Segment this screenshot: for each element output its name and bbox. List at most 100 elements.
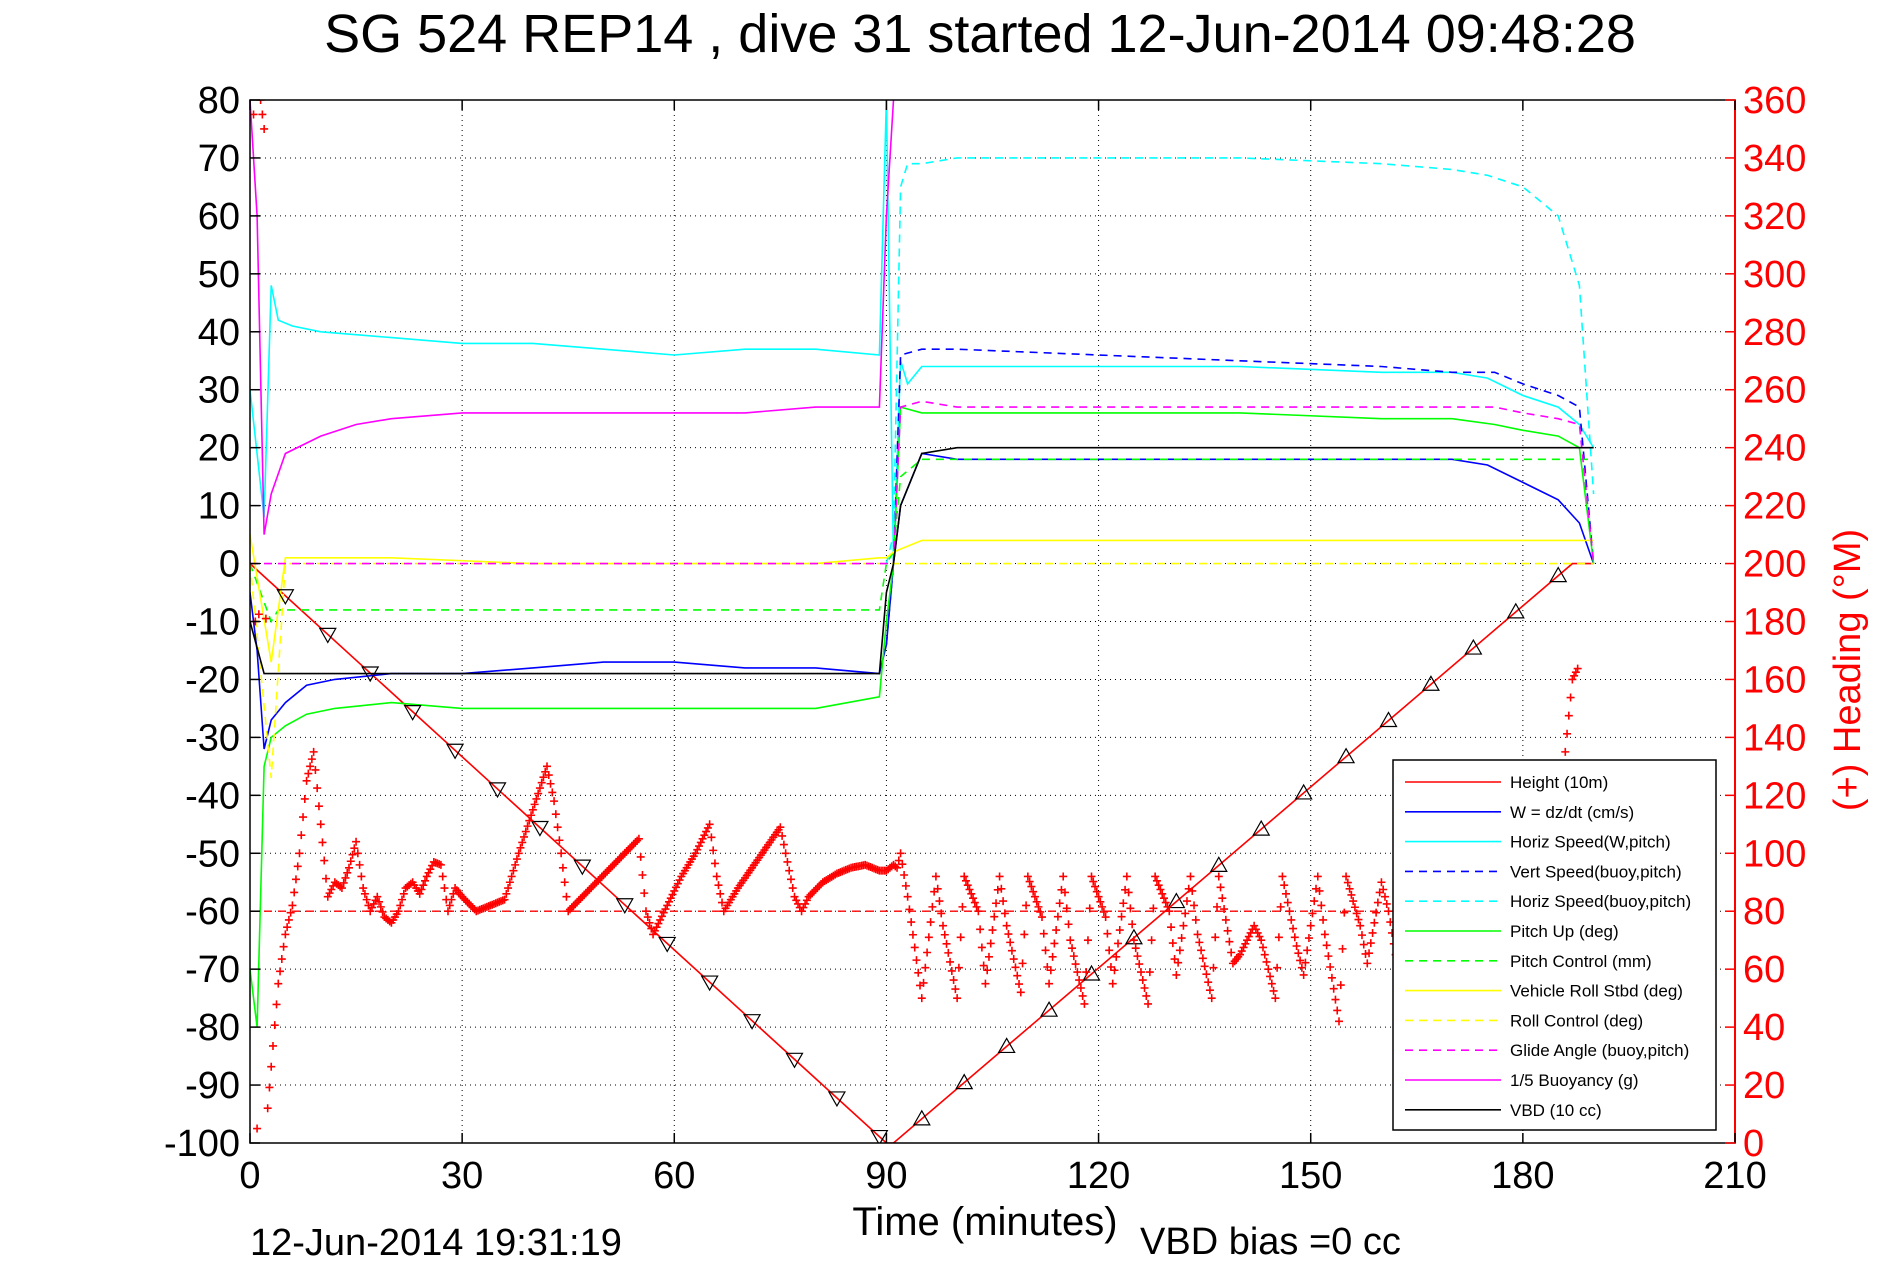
heading-point xyxy=(1299,970,1308,979)
legend-label: Pitch Up (deg) xyxy=(1510,922,1619,941)
heading-point xyxy=(622,847,631,856)
x-tick-label: 0 xyxy=(239,1155,260,1197)
heading-point xyxy=(900,871,909,880)
heading-point xyxy=(268,1041,277,1050)
heading-point xyxy=(1301,958,1310,967)
heading-point xyxy=(288,901,297,910)
heading-point xyxy=(645,918,654,927)
heading-point xyxy=(1250,921,1259,930)
heading-point xyxy=(993,885,1002,894)
heading-point xyxy=(1190,901,1199,910)
heading-point xyxy=(327,885,336,894)
heading-point xyxy=(663,901,672,910)
heading-point xyxy=(322,874,331,883)
heading-point xyxy=(806,890,815,899)
heading-point xyxy=(1564,711,1573,720)
heading-point xyxy=(337,884,346,893)
x-axis-label: Time (minutes) xyxy=(852,1200,1117,1244)
heading-point xyxy=(440,884,449,893)
heading-point xyxy=(1022,901,1031,910)
heading-point xyxy=(675,876,684,885)
height-marker xyxy=(1082,964,1101,981)
heading-point xyxy=(799,903,808,912)
heading-point xyxy=(1126,904,1135,913)
heading-point xyxy=(399,889,408,898)
x-tick-label: 210 xyxy=(1703,1155,1766,1197)
heading-point xyxy=(516,843,525,852)
heading-point xyxy=(1181,909,1190,918)
heading-point xyxy=(276,967,285,976)
heading-point xyxy=(1365,949,1374,958)
heading-point xyxy=(1239,943,1248,952)
heading-point xyxy=(406,879,415,888)
heading-point xyxy=(1267,979,1276,988)
y2-tick-label: 200 xyxy=(1743,544,1806,586)
heading-point xyxy=(1289,924,1298,933)
heading-point xyxy=(355,860,364,869)
y-tick-label: 10 xyxy=(198,486,240,528)
heading-point xyxy=(1379,885,1388,894)
heading-point xyxy=(1006,938,1015,947)
height-marker xyxy=(658,936,677,953)
series-line-1 xyxy=(250,452,1595,750)
heading-point xyxy=(1320,930,1329,939)
heading-point xyxy=(304,769,313,778)
heading-point xyxy=(574,896,583,905)
heading-point xyxy=(1032,897,1041,906)
heading-point xyxy=(1370,918,1379,927)
heading-point xyxy=(1103,929,1112,938)
heading-point xyxy=(712,872,721,881)
series-line-8 xyxy=(250,562,1594,779)
heading-point xyxy=(502,889,511,898)
heading-point xyxy=(1020,930,1029,939)
height-marker xyxy=(955,1073,974,1090)
heading-point xyxy=(578,892,587,901)
heading-point xyxy=(976,925,985,934)
heading-point xyxy=(714,881,723,890)
heading-point xyxy=(603,867,612,876)
heading-point xyxy=(1313,872,1322,881)
heading-point xyxy=(1373,898,1382,907)
heading-point xyxy=(599,871,608,880)
heading-point xyxy=(1347,890,1356,899)
heading-point xyxy=(267,1062,276,1071)
y-tick-label: -70 xyxy=(185,949,240,991)
heading-point xyxy=(371,896,380,905)
heading-point xyxy=(360,889,369,898)
heading-point xyxy=(703,823,712,832)
heading-point xyxy=(1152,876,1161,885)
heading-point xyxy=(1359,940,1368,949)
heading-point xyxy=(972,902,981,911)
heading-point xyxy=(588,881,597,890)
heading-point xyxy=(661,905,670,914)
heading-point xyxy=(657,912,666,921)
heading-point xyxy=(670,886,679,895)
heading-point xyxy=(373,892,382,901)
heading-point xyxy=(1563,729,1572,738)
heading-point xyxy=(530,800,539,809)
heading-point xyxy=(804,892,813,901)
heading-point xyxy=(1179,921,1188,930)
heading-point xyxy=(1060,888,1069,897)
series-line-10 xyxy=(250,100,895,535)
heading-point xyxy=(260,124,269,133)
heading-point xyxy=(394,907,403,916)
heading-point xyxy=(1280,881,1289,890)
heading-point xyxy=(1023,872,1032,881)
heading-point xyxy=(1198,954,1207,963)
heading-point xyxy=(1273,963,1282,972)
heading-point xyxy=(664,897,673,906)
heading-point xyxy=(336,882,345,891)
heading-point xyxy=(1281,889,1290,898)
heading-point xyxy=(1069,952,1078,961)
heading-point xyxy=(592,878,601,887)
y-tick-label: 0 xyxy=(219,544,240,586)
heading-point xyxy=(923,948,932,957)
legend-label: VBD (10 cc) xyxy=(1510,1101,1602,1120)
heading-point xyxy=(624,845,633,854)
heading-point xyxy=(981,979,990,988)
heading-point xyxy=(919,978,928,987)
heading-point xyxy=(893,863,902,872)
heading-point xyxy=(348,850,357,859)
